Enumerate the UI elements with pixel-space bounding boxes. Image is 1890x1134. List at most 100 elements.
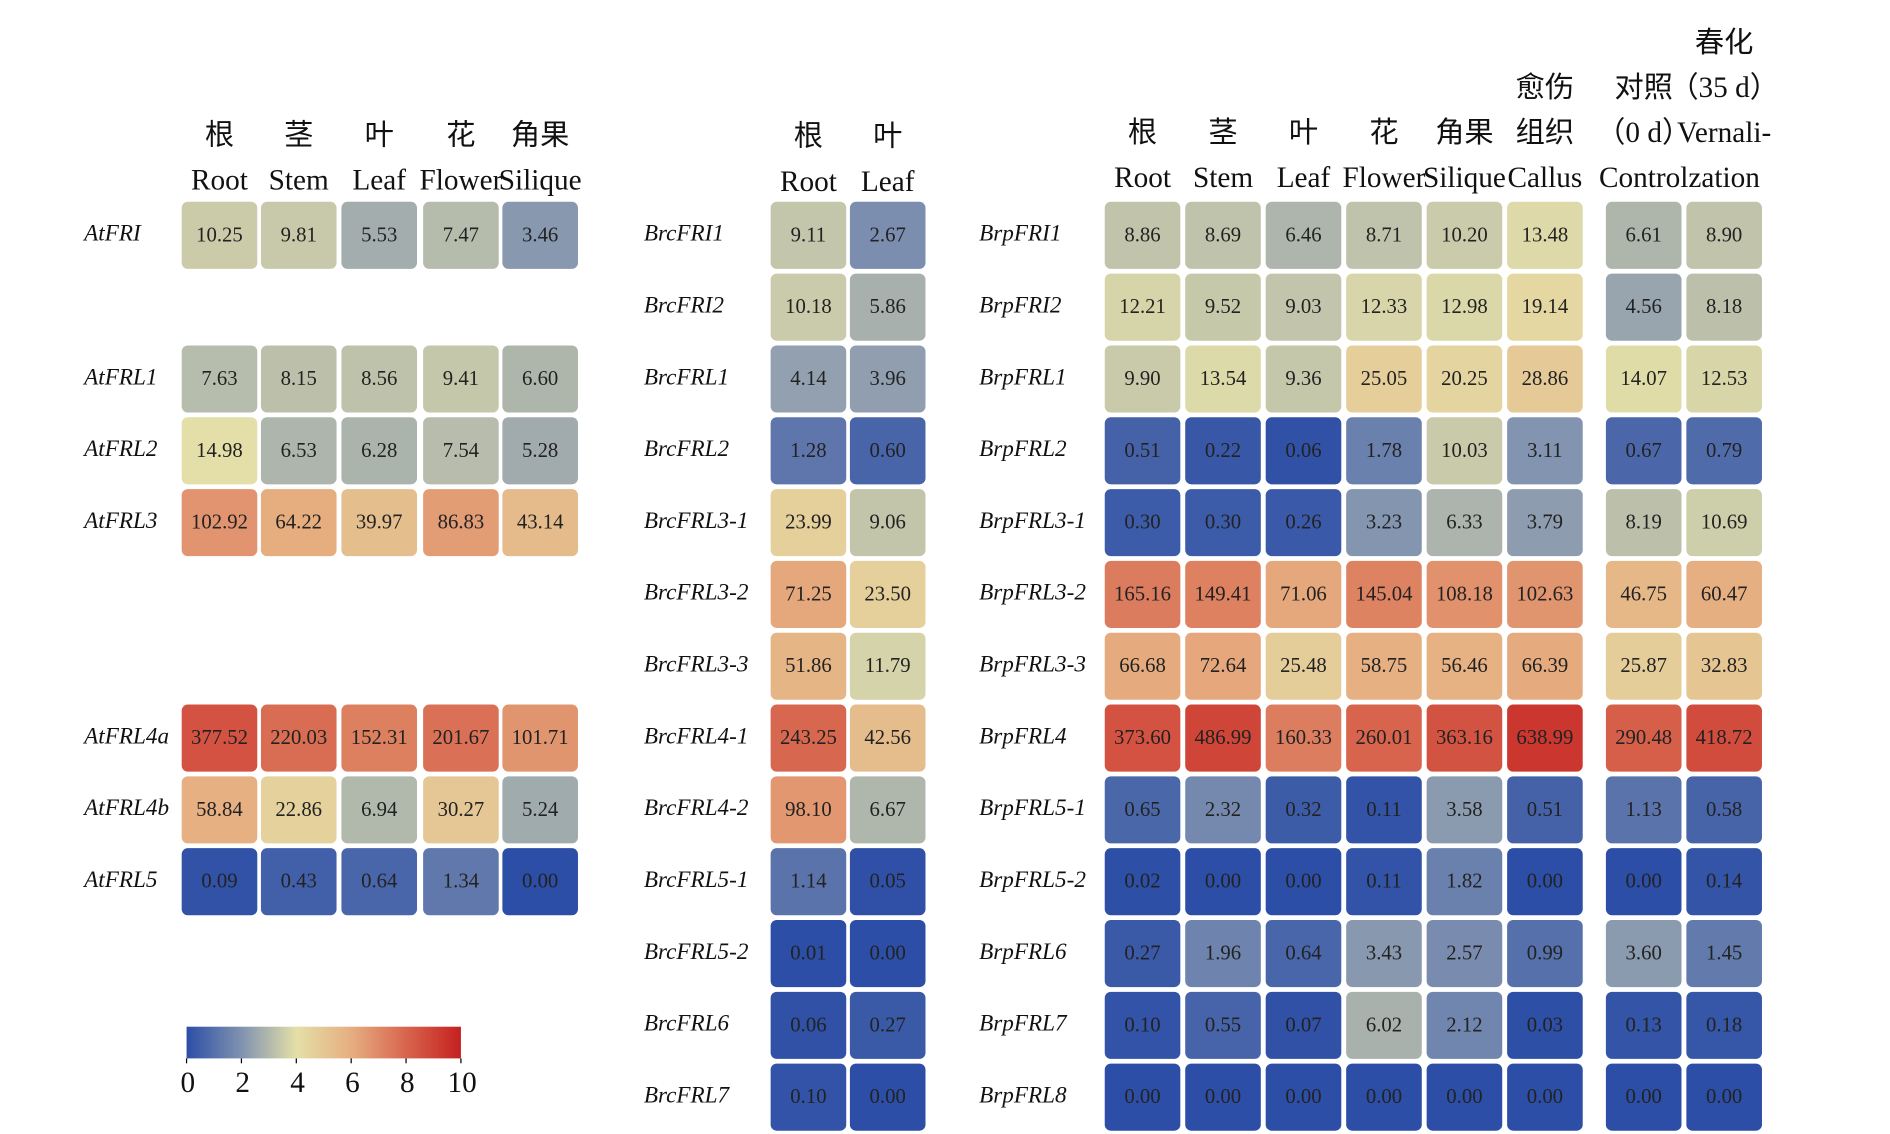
cell bbox=[849, 1063, 926, 1131]
cell-value: 9.52 bbox=[1205, 296, 1241, 318]
cell-value: 28.86 bbox=[1522, 368, 1569, 390]
cell-value: 149.41 bbox=[1195, 583, 1252, 605]
row-label: AtFRL4b bbox=[82, 795, 169, 821]
column-header: 组织 bbox=[1516, 116, 1575, 149]
column-header: Vernali- bbox=[1677, 117, 1771, 149]
cell bbox=[1104, 489, 1181, 557]
cell bbox=[1507, 776, 1583, 844]
cell-value: 0.11 bbox=[1366, 799, 1402, 821]
cell bbox=[1185, 489, 1261, 557]
cell bbox=[1507, 201, 1583, 269]
row-label: BrpFRI1 bbox=[979, 221, 1061, 247]
cell-value: 22.86 bbox=[275, 799, 322, 821]
cell bbox=[341, 489, 418, 557]
cell bbox=[1426, 776, 1503, 844]
cell bbox=[1104, 632, 1181, 700]
cell bbox=[1346, 704, 1422, 772]
cell bbox=[849, 345, 926, 413]
row-label: BrcFRL5-1 bbox=[644, 867, 749, 893]
cell bbox=[1346, 991, 1422, 1059]
cell bbox=[1265, 273, 1342, 341]
cell-value: 145.04 bbox=[1355, 583, 1413, 605]
cell-value: 8.69 bbox=[1205, 224, 1241, 246]
cell bbox=[1686, 704, 1762, 772]
row-label: BrpFRL2 bbox=[979, 436, 1067, 462]
cell bbox=[1104, 776, 1181, 844]
column-header: Leaf bbox=[861, 166, 915, 198]
cell-value: 0.27 bbox=[870, 1014, 906, 1036]
cell-value: 11.79 bbox=[865, 655, 911, 677]
column-header: Callus bbox=[1508, 162, 1583, 194]
cell-value: 0.60 bbox=[870, 440, 906, 462]
cell bbox=[1185, 920, 1261, 988]
cell bbox=[1605, 704, 1682, 772]
cell-value: 20.25 bbox=[1441, 368, 1488, 390]
cell-value: 373.60 bbox=[1114, 727, 1171, 749]
cell bbox=[849, 704, 926, 772]
cell bbox=[260, 489, 337, 557]
cell bbox=[1265, 201, 1342, 269]
cell-value: 98.10 bbox=[785, 799, 832, 821]
cell-value: 0.18 bbox=[1706, 1014, 1742, 1036]
cell-value: 377.52 bbox=[191, 727, 248, 749]
cell-value: 5.24 bbox=[522, 799, 559, 821]
column-header: Flower bbox=[1343, 162, 1426, 194]
cell-value: 0.27 bbox=[1124, 943, 1160, 965]
cell bbox=[770, 776, 847, 844]
cell bbox=[181, 489, 258, 557]
cell-value: 2.57 bbox=[1446, 943, 1482, 965]
row-label: BrcFRL3-3 bbox=[644, 652, 749, 678]
cell-value: 201.67 bbox=[432, 727, 489, 749]
cell bbox=[1426, 560, 1503, 628]
cell bbox=[260, 417, 337, 485]
column-header: 愈伤 bbox=[1516, 71, 1575, 104]
column-header: Root bbox=[1114, 162, 1171, 194]
column-header: 花 bbox=[1369, 116, 1398, 149]
cell-value: 0.00 bbox=[1124, 1086, 1160, 1108]
cell bbox=[1605, 632, 1682, 700]
cell bbox=[1686, 776, 1762, 844]
cell bbox=[1507, 848, 1583, 916]
column-header: Silique bbox=[1423, 162, 1506, 194]
cell-value: 12.21 bbox=[1119, 296, 1166, 318]
column-header: 叶 bbox=[1289, 117, 1318, 149]
cell-value: 25.48 bbox=[1280, 655, 1327, 677]
cell bbox=[1346, 920, 1422, 988]
cell-value: 0.99 bbox=[1527, 943, 1563, 965]
cell bbox=[1507, 632, 1583, 700]
cell bbox=[502, 417, 578, 485]
cell-value: 0.14 bbox=[1706, 871, 1743, 893]
cell bbox=[423, 704, 499, 772]
cell bbox=[1346, 776, 1422, 844]
cell-value: 363.16 bbox=[1436, 727, 1493, 749]
cell bbox=[770, 632, 847, 700]
cell bbox=[1605, 345, 1682, 413]
cell-value: 0.00 bbox=[1626, 1086, 1662, 1108]
row-label: BrcFRL3-2 bbox=[644, 580, 749, 606]
cell-value: 5.86 bbox=[870, 296, 906, 318]
cell bbox=[1605, 489, 1682, 557]
cell-value: 46.75 bbox=[1620, 583, 1667, 605]
cell-value: 0.32 bbox=[1285, 799, 1321, 821]
cell bbox=[1104, 920, 1181, 988]
cell bbox=[1265, 417, 1342, 485]
cell-value: 1.14 bbox=[790, 871, 827, 893]
cell bbox=[181, 201, 258, 269]
cell bbox=[181, 704, 258, 772]
cell-value: 19.14 bbox=[1522, 296, 1569, 318]
cell-value: 2.67 bbox=[870, 224, 906, 246]
cell bbox=[1686, 1063, 1762, 1131]
column-header: Flower bbox=[419, 165, 502, 197]
cell-value: 71.06 bbox=[1280, 583, 1327, 605]
cell-value: 9.11 bbox=[791, 224, 827, 246]
cell-value: 0.64 bbox=[361, 871, 398, 893]
cell bbox=[1265, 704, 1342, 772]
cell bbox=[1104, 991, 1181, 1059]
cell bbox=[423, 201, 499, 269]
cell-value: 23.99 bbox=[785, 512, 832, 534]
cell-value: 0.00 bbox=[1527, 871, 1563, 893]
cell-value: 58.75 bbox=[1361, 655, 1408, 677]
cell-value: 0.01 bbox=[790, 943, 826, 965]
cell bbox=[849, 201, 926, 269]
cell-value: 152.31 bbox=[351, 727, 408, 749]
